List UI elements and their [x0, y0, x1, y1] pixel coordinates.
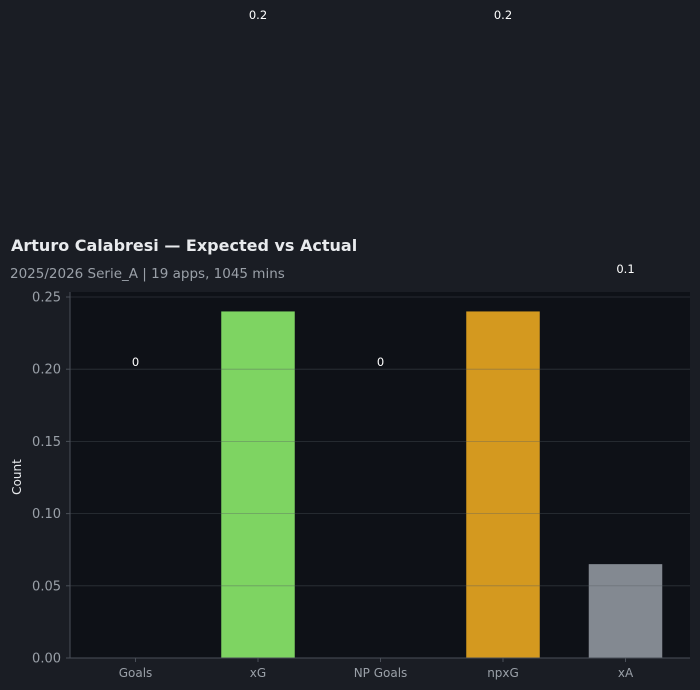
bars-group	[221, 311, 663, 658]
x-tick-label: NP Goals	[354, 666, 408, 680]
x-tick-label: npxG	[487, 666, 519, 680]
data-label-xa: 0.1	[616, 262, 634, 276]
y-axis-label: Count	[10, 459, 24, 495]
data-label-np-goals: 0	[377, 355, 384, 369]
x-tick-label: xA	[618, 666, 634, 680]
y-ticks: 0.00 0.05 0.10 0.15 0.20 0.25	[32, 291, 70, 667]
chart-title: Arturo Calabresi — Expected vs Actual	[11, 236, 357, 255]
chart-subtitle: 2025/2026 Serie_A | 19 apps, 1045 mins	[10, 266, 285, 282]
bar-npxg	[466, 311, 540, 658]
bar-xa	[588, 564, 663, 658]
y-tick-label: 0.00	[32, 652, 61, 667]
data-label-goals: 0	[132, 355, 139, 369]
data-label-npxg: 0.2	[494, 8, 512, 22]
x-tick-label: xG	[250, 666, 266, 680]
x-ticks: Goals xG NP Goals npxG xA	[119, 658, 634, 680]
data-labels: 0 0.2 0 0.2 0.1	[132, 8, 635, 369]
bar-xg	[221, 311, 295, 658]
data-label-xg: 0.2	[249, 8, 267, 22]
y-tick-label: 0.25	[32, 291, 61, 306]
y-tick-label: 0.05	[32, 579, 61, 594]
x-tick-label: Goals	[119, 666, 153, 680]
y-tick-label: 0.15	[32, 435, 61, 450]
gridlines	[70, 296, 690, 587]
y-tick-label: 0.20	[32, 363, 61, 378]
y-tick-label: 0.10	[32, 507, 61, 522]
plot-area	[70, 292, 690, 658]
